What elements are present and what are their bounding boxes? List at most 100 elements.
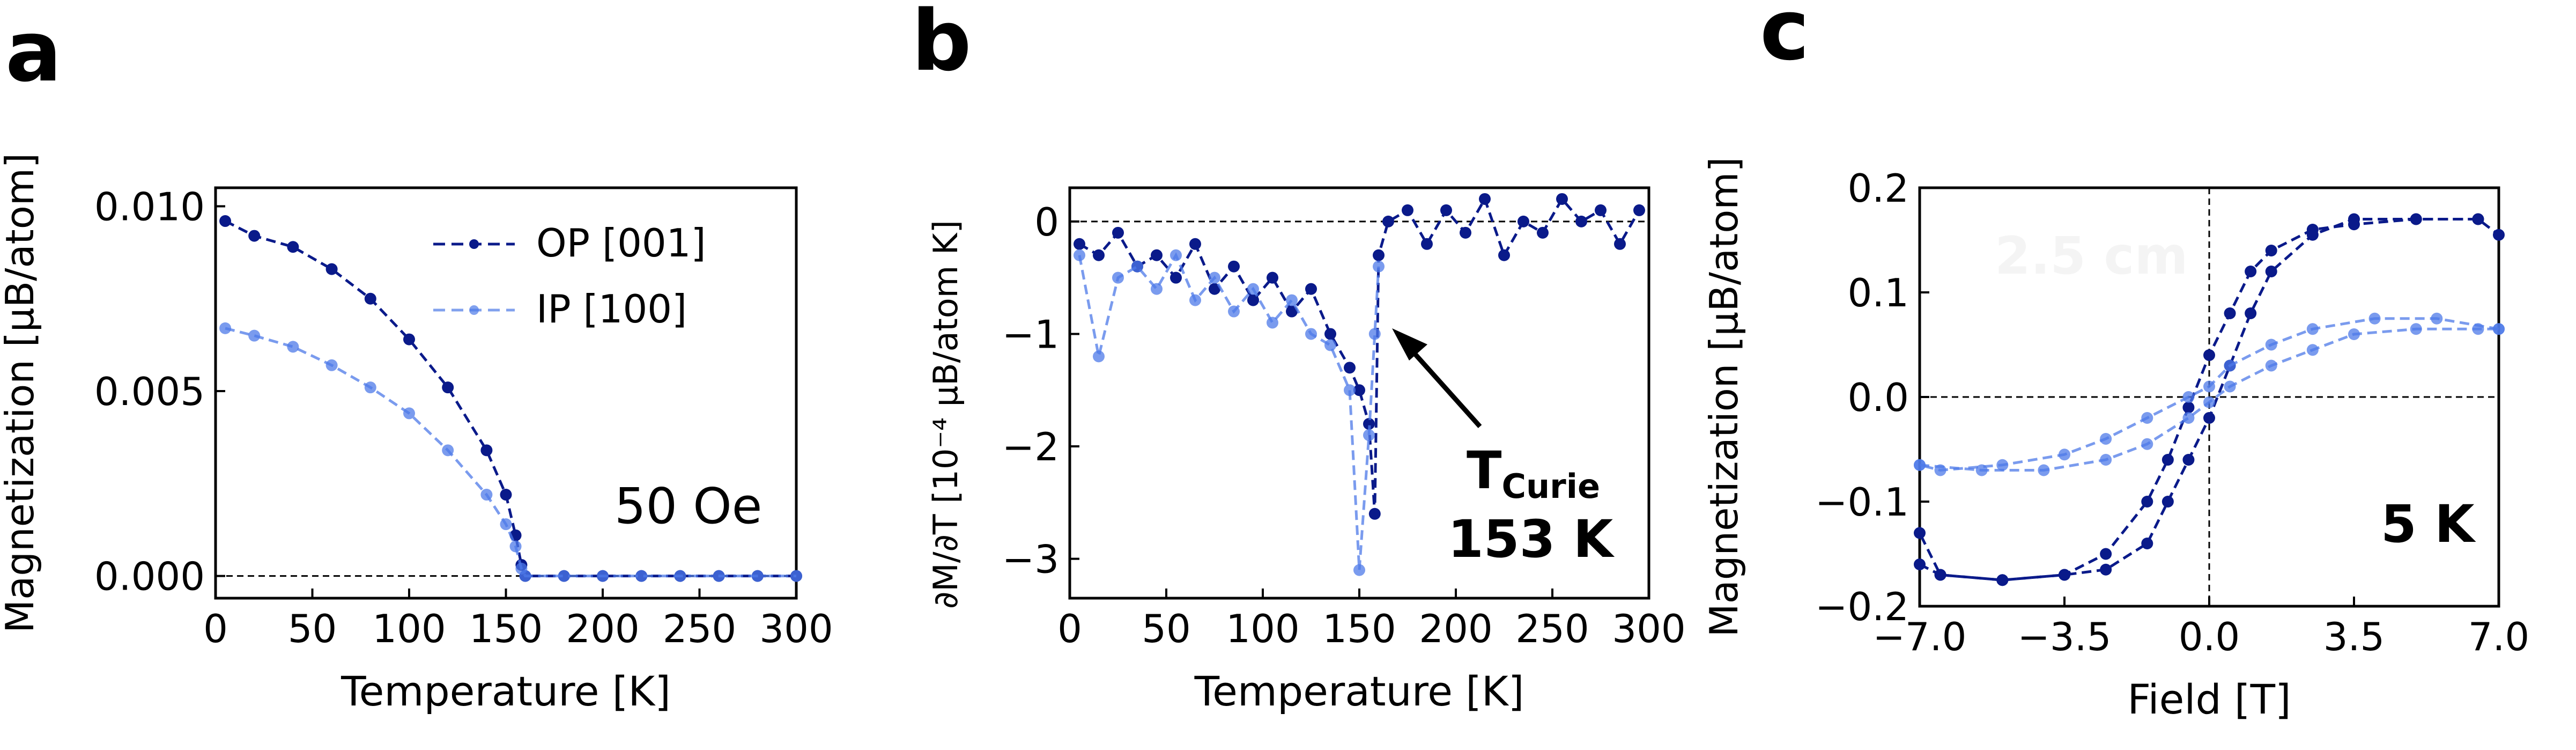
data-point <box>1575 215 1587 227</box>
data-point <box>1633 204 1645 216</box>
data-point <box>1382 215 1394 227</box>
data-point <box>1402 204 1413 216</box>
data-point <box>509 540 522 553</box>
data-point <box>1537 226 1549 239</box>
data-point <box>1189 238 1201 250</box>
data-point <box>635 570 648 582</box>
panel-a: 0 50 100 150 200 250 300 0.000 0.005 0.010 Tempera… <box>0 153 833 715</box>
data-point <box>2203 396 2215 408</box>
legend-ip-label: IP [100] <box>536 286 687 332</box>
data-point <box>2410 323 2422 335</box>
data-point <box>2493 323 2505 335</box>
data-point <box>500 518 512 531</box>
x-tick-label: 3.5 <box>2323 614 2385 659</box>
y-tick-label: 0.010 <box>94 184 205 229</box>
data-point <box>1934 569 1946 581</box>
panel-b-letter: b <box>912 0 972 90</box>
data-point <box>1421 238 1433 250</box>
curie-arrow <box>1392 328 1482 429</box>
scale-watermark: 2.5 cm <box>1995 226 2188 286</box>
data-point <box>519 570 531 582</box>
data-point <box>219 322 232 334</box>
data-point <box>2182 391 2195 403</box>
data-point <box>2265 245 2277 256</box>
data-point <box>2162 454 2174 466</box>
data-point <box>1131 260 1143 273</box>
x-tick-label: 150 <box>1322 606 1396 651</box>
data-point <box>1363 418 1375 430</box>
x-tick-label: 250 <box>1515 606 1589 651</box>
data-point <box>1518 215 1529 227</box>
plot-a: 0 50 100 150 200 250 300 0.000 0.005 0.010 Tempera… <box>0 153 833 715</box>
y-axis-label: Magnetization [μB/atom] <box>1701 157 1746 637</box>
data-point <box>1170 271 1182 284</box>
data-point <box>1344 362 1356 374</box>
data-point <box>597 570 609 582</box>
data-point <box>1267 317 1278 329</box>
data-point <box>2141 412 2153 424</box>
data-point <box>2265 339 2277 351</box>
data-point <box>403 407 415 420</box>
data-point <box>1286 294 1298 306</box>
data-point <box>1112 226 1124 239</box>
data-point <box>1373 249 1385 261</box>
y-tick-label: −1 <box>1002 312 1059 357</box>
x-tick-label: 250 <box>663 606 736 651</box>
x-tick-label: 0 <box>1057 606 1082 651</box>
y-axis-label: ∂M/∂T [10⁻⁴ μB/atom K] <box>926 220 965 609</box>
data-point <box>2100 563 2112 576</box>
data-point <box>1209 283 1220 295</box>
data-point <box>2368 312 2381 325</box>
data-point <box>2203 380 2215 393</box>
data-point <box>1556 193 1568 205</box>
data-point <box>287 341 299 353</box>
y-tick-label: 0.2 <box>1847 166 1909 211</box>
data-point <box>2141 438 2153 450</box>
data-point <box>2348 328 2360 340</box>
data-point <box>1914 558 1926 570</box>
data-point <box>248 230 261 242</box>
data-point <box>1363 429 1375 442</box>
legend-ip-marker <box>469 305 479 315</box>
x-tick-label: 0 <box>203 606 228 651</box>
x-tick-label: 50 <box>288 606 337 651</box>
data-point <box>1112 271 1124 284</box>
series-line <box>1919 317 2499 472</box>
data-point <box>1368 508 1381 520</box>
data-point <box>1093 350 1105 363</box>
legend-op-label: OP [001] <box>536 220 706 266</box>
data-point <box>1305 283 1317 295</box>
data-point <box>1614 238 1626 250</box>
curie-t: T <box>1467 440 1501 501</box>
data-point <box>2182 401 2195 414</box>
x-axis-label: Temperature [K] <box>340 667 671 715</box>
x-tick-label: 50 <box>1142 606 1191 651</box>
curie-annotation: TCurie <box>1467 440 1600 506</box>
x-tick-label: 7.0 <box>2468 614 2530 659</box>
data-point <box>1595 204 1607 216</box>
panel-b: 0 50 100 150 200 250 300 −3 −2 −1 0 Temperature [K]… <box>926 186 1686 715</box>
x-tick-label: 300 <box>759 606 833 651</box>
data-point <box>751 570 764 582</box>
data-point <box>1267 271 1278 284</box>
data-point <box>325 263 338 275</box>
x-tick-label: 300 <box>1612 606 1685 651</box>
y-tick-label: −3 <box>1002 537 1059 582</box>
data-point <box>2224 359 2236 372</box>
curie-subscript: Curie <box>1501 467 1600 506</box>
data-point <box>713 570 725 582</box>
data-point <box>1247 283 1259 295</box>
data-point <box>1344 384 1356 396</box>
data-point <box>2245 307 2257 319</box>
x-tick-label: 200 <box>566 606 639 651</box>
data-point <box>442 381 454 394</box>
data-point <box>2141 538 2153 549</box>
x-axis-label: Field [T] <box>2127 675 2291 723</box>
data-point <box>1170 249 1182 261</box>
data-point <box>364 381 376 394</box>
data-point <box>2472 213 2484 225</box>
data-point <box>364 292 376 305</box>
data-point <box>2182 412 2195 424</box>
y-tick-label: 0 <box>1034 200 1059 245</box>
